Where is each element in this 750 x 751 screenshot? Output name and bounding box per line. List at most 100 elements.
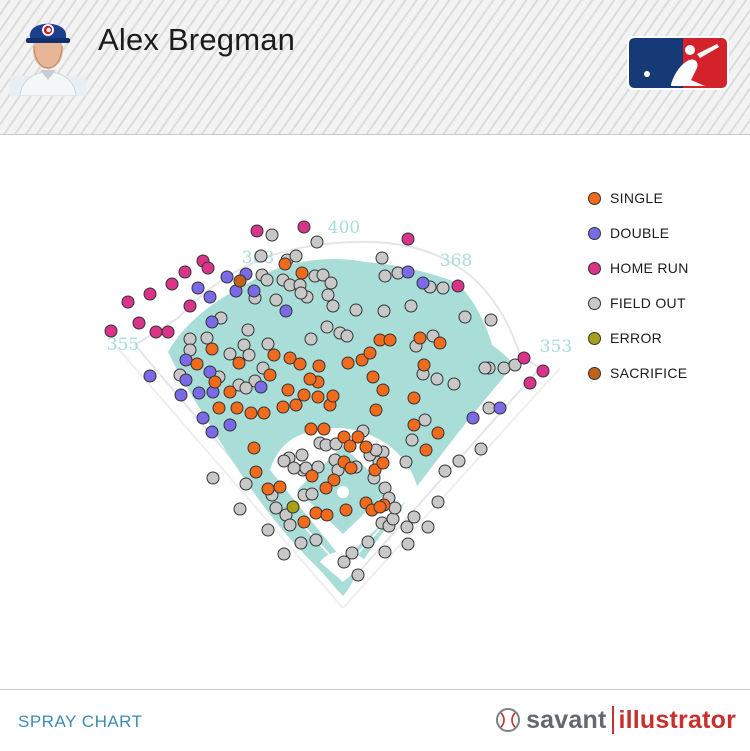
point-field-out (497, 361, 511, 375)
point-home-run (201, 261, 215, 275)
point-field-out (326, 299, 340, 313)
point-single (339, 503, 353, 517)
point-field-out (418, 413, 432, 427)
point-double (205, 425, 219, 439)
point-single (376, 383, 390, 397)
point-single (351, 430, 365, 444)
header: Alex Bregman (0, 0, 750, 135)
point-field-out (277, 547, 291, 561)
point-single (366, 370, 380, 384)
point-single (369, 403, 383, 417)
point-single (304, 422, 318, 436)
point-field-out (295, 448, 309, 462)
point-field-out (375, 251, 389, 265)
point-field-out (349, 303, 363, 317)
legend-label: SACRIFICE (610, 365, 688, 381)
point-home-run (183, 299, 197, 313)
point-single (344, 461, 358, 475)
point-field-out (482, 401, 496, 415)
point-home-run (121, 295, 135, 309)
point-single (312, 359, 326, 373)
legend-swatch (588, 191, 601, 205)
point-field-out (206, 471, 220, 485)
point-field-out (305, 487, 319, 501)
point-single (267, 348, 281, 362)
point-double (493, 401, 507, 415)
point-single (383, 333, 397, 347)
point-single (319, 481, 333, 495)
legend-item-single: SINGLE (588, 188, 663, 208)
point-single (337, 430, 351, 444)
point-home-run (149, 325, 163, 339)
point-single (281, 383, 295, 397)
point-double (179, 353, 193, 367)
point-field-out (508, 358, 522, 372)
legend-swatch (588, 296, 601, 310)
point-double (220, 270, 234, 284)
legend-item-error: ERROR (588, 328, 662, 348)
pitchers-mound (337, 486, 349, 498)
distance-label: 355 (107, 335, 139, 355)
point-single (317, 422, 331, 436)
point-home-run (161, 325, 175, 339)
point-field-out (407, 510, 421, 524)
point-double (174, 388, 188, 402)
point-double (196, 411, 210, 425)
point-field-out (287, 461, 301, 475)
point-single (305, 469, 319, 483)
point-single (407, 391, 421, 405)
point-single (407, 418, 421, 432)
player-name: Alex Bregman (98, 22, 296, 57)
point-home-run (451, 279, 465, 293)
point-field-out (311, 460, 325, 474)
point-single (293, 357, 307, 371)
legend-swatch (588, 331, 601, 345)
point-field-out (269, 293, 283, 307)
point-field-out (321, 288, 335, 302)
point-field-out (399, 455, 413, 469)
point-single (327, 473, 341, 487)
point-single (341, 356, 355, 370)
legend-item-double: DOUBLE (588, 223, 669, 243)
point-double (247, 284, 261, 298)
legend-label: SINGLE (610, 190, 664, 206)
point-single (278, 257, 292, 271)
point-field-out (345, 546, 359, 560)
point-field-out (294, 536, 308, 550)
point-field-out (310, 235, 324, 249)
point-field-out (294, 286, 308, 300)
point-field-out (458, 310, 472, 324)
chart-type-label: SPRAY CHART (18, 712, 143, 731)
point-single (283, 351, 297, 365)
point-field-out (378, 545, 392, 559)
point-single (289, 398, 303, 412)
point-field-out (261, 337, 275, 351)
point-double (203, 290, 217, 304)
point-field-out (324, 276, 338, 290)
point-field-out (430, 372, 444, 386)
point-single (257, 406, 271, 420)
point-double (179, 373, 193, 387)
point-field-out (447, 377, 461, 391)
point-field-out (239, 477, 253, 491)
baseball-icon (496, 708, 521, 732)
point-single (232, 356, 246, 370)
distance-label: 400 (328, 218, 360, 238)
brand-illustrator: illustrator (618, 705, 736, 734)
legend-swatch (588, 366, 601, 380)
point-double (223, 418, 237, 432)
point-field-out (484, 313, 498, 327)
point-field-out (405, 433, 419, 447)
point-home-run (143, 287, 157, 301)
point-field-out (337, 555, 351, 569)
point-single (263, 368, 277, 382)
point-home-run (132, 316, 146, 330)
point-field-out (361, 535, 375, 549)
point-single (297, 515, 311, 529)
player-headshot-icon (10, 23, 86, 96)
legend-item-field-out: FIELD OUT (588, 293, 686, 313)
spray-points (104, 220, 550, 582)
point-field-out (269, 501, 283, 515)
point-single (295, 266, 309, 280)
point-field-out (283, 518, 297, 532)
